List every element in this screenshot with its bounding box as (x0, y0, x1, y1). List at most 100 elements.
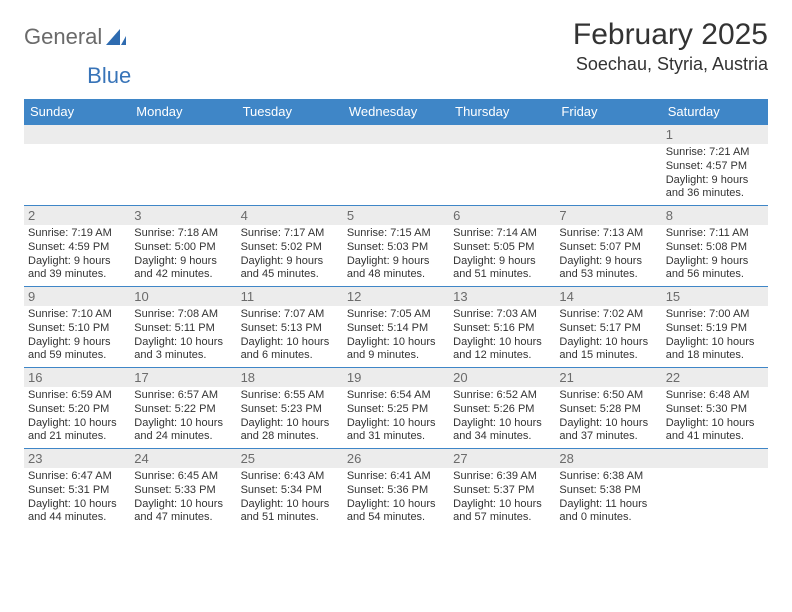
sunset-text: Sunset: 5:02 PM (241, 241, 339, 255)
sail-icon (106, 28, 126, 46)
weekday-tuesday: Tuesday (237, 99, 343, 124)
day-number: 3 (130, 206, 236, 225)
day-number (449, 125, 555, 144)
daylight-text: Daylight: 10 hours and 41 minutes. (666, 417, 764, 445)
daylight-text: Daylight: 10 hours and 3 minutes. (134, 336, 232, 364)
day-number (662, 449, 768, 468)
weekday-thursday: Thursday (449, 99, 555, 124)
day-number: 27 (449, 449, 555, 468)
sunrise-text: Sunrise: 7:17 AM (241, 227, 339, 241)
daylight-text: Daylight: 10 hours and 54 minutes. (347, 498, 445, 526)
sunset-text: Sunset: 5:25 PM (347, 403, 445, 417)
day-detail: Sunrise: 7:10 AMSunset: 5:10 PMDaylight:… (24, 306, 130, 367)
day-number: 24 (130, 449, 236, 468)
sunset-text: Sunset: 5:14 PM (347, 322, 445, 336)
sunset-text: Sunset: 4:57 PM (666, 160, 764, 174)
day-detail: Sunrise: 6:48 AMSunset: 5:30 PMDaylight:… (662, 387, 768, 448)
weekday-sunday: Sunday (24, 99, 130, 124)
day-detail: Sunrise: 7:14 AMSunset: 5:05 PMDaylight:… (449, 225, 555, 286)
sunrise-text: Sunrise: 7:13 AM (559, 227, 657, 241)
detail-row: Sunrise: 7:10 AMSunset: 5:10 PMDaylight:… (24, 306, 768, 367)
day-number: 12 (343, 287, 449, 306)
location-label: Soechau, Styria, Austria (573, 54, 768, 75)
day-number: 22 (662, 368, 768, 387)
day-number: 28 (555, 449, 661, 468)
sunrise-text: Sunrise: 6:38 AM (559, 470, 657, 484)
sunset-text: Sunset: 5:10 PM (28, 322, 126, 336)
weekday-header: Sunday Monday Tuesday Wednesday Thursday… (24, 99, 768, 124)
sunset-text: Sunset: 4:59 PM (28, 241, 126, 255)
day-detail: Sunrise: 6:38 AMSunset: 5:38 PMDaylight:… (555, 468, 661, 529)
daynum-row: 2345678 (24, 206, 768, 225)
sunrise-text: Sunrise: 7:21 AM (666, 146, 764, 160)
daylight-text: Daylight: 9 hours and 48 minutes. (347, 255, 445, 283)
sunrise-text: Sunrise: 6:47 AM (28, 470, 126, 484)
sunrise-text: Sunrise: 7:15 AM (347, 227, 445, 241)
daylight-text: Daylight: 10 hours and 57 minutes. (453, 498, 551, 526)
daylight-text: Daylight: 10 hours and 31 minutes. (347, 417, 445, 445)
sunrise-text: Sunrise: 6:48 AM (666, 389, 764, 403)
sunset-text: Sunset: 5:33 PM (134, 484, 232, 498)
day-number (555, 125, 661, 144)
day-number: 6 (449, 206, 555, 225)
sunrise-text: Sunrise: 7:18 AM (134, 227, 232, 241)
calendar-page: General February 2025 Soechau, Styria, A… (0, 0, 792, 529)
weekday-wednesday: Wednesday (343, 99, 449, 124)
sunrise-text: Sunrise: 6:57 AM (134, 389, 232, 403)
day-number: 4 (237, 206, 343, 225)
day-number: 9 (24, 287, 130, 306)
daylight-text: Daylight: 11 hours and 0 minutes. (559, 498, 657, 526)
sunrise-text: Sunrise: 7:00 AM (666, 308, 764, 322)
daylight-text: Daylight: 10 hours and 18 minutes. (666, 336, 764, 364)
sunset-text: Sunset: 5:17 PM (559, 322, 657, 336)
sunset-text: Sunset: 5:07 PM (559, 241, 657, 255)
logo-text-general: General (24, 24, 102, 50)
sunrise-text: Sunrise: 6:43 AM (241, 470, 339, 484)
daylight-text: Daylight: 10 hours and 37 minutes. (559, 417, 657, 445)
day-number: 19 (343, 368, 449, 387)
day-number: 18 (237, 368, 343, 387)
day-number: 20 (449, 368, 555, 387)
week-row: 9101112131415Sunrise: 7:10 AMSunset: 5:1… (24, 286, 768, 367)
sunrise-text: Sunrise: 6:41 AM (347, 470, 445, 484)
daynum-row: 9101112131415 (24, 287, 768, 306)
daylight-text: Daylight: 9 hours and 51 minutes. (453, 255, 551, 283)
day-detail: Sunrise: 6:39 AMSunset: 5:37 PMDaylight:… (449, 468, 555, 529)
day-detail (130, 144, 236, 205)
sunset-text: Sunset: 5:00 PM (134, 241, 232, 255)
week-row: 16171819202122Sunrise: 6:59 AMSunset: 5:… (24, 367, 768, 448)
day-number: 26 (343, 449, 449, 468)
day-detail: Sunrise: 7:08 AMSunset: 5:11 PMDaylight:… (130, 306, 236, 367)
day-number: 8 (662, 206, 768, 225)
day-detail: Sunrise: 7:19 AMSunset: 4:59 PMDaylight:… (24, 225, 130, 286)
sunset-text: Sunset: 5:05 PM (453, 241, 551, 255)
sunset-text: Sunset: 5:34 PM (241, 484, 339, 498)
sunset-text: Sunset: 5:26 PM (453, 403, 551, 417)
sunset-text: Sunset: 5:22 PM (134, 403, 232, 417)
sunset-text: Sunset: 5:20 PM (28, 403, 126, 417)
daylight-text: Daylight: 9 hours and 45 minutes. (241, 255, 339, 283)
daylight-text: Daylight: 9 hours and 36 minutes. (666, 174, 764, 202)
day-number: 7 (555, 206, 661, 225)
sunset-text: Sunset: 5:13 PM (241, 322, 339, 336)
week-row: 1Sunrise: 7:21 AMSunset: 4:57 PMDaylight… (24, 124, 768, 205)
day-detail: Sunrise: 7:18 AMSunset: 5:00 PMDaylight:… (130, 225, 236, 286)
sunrise-text: Sunrise: 6:55 AM (241, 389, 339, 403)
sunrise-text: Sunrise: 7:03 AM (453, 308, 551, 322)
day-detail: Sunrise: 7:11 AMSunset: 5:08 PMDaylight:… (662, 225, 768, 286)
weeks-container: 1Sunrise: 7:21 AMSunset: 4:57 PMDaylight… (24, 124, 768, 529)
day-detail (555, 144, 661, 205)
day-detail: Sunrise: 7:03 AMSunset: 5:16 PMDaylight:… (449, 306, 555, 367)
daylight-text: Daylight: 10 hours and 24 minutes. (134, 417, 232, 445)
day-number: 15 (662, 287, 768, 306)
sunrise-text: Sunrise: 7:07 AM (241, 308, 339, 322)
day-detail: Sunrise: 7:02 AMSunset: 5:17 PMDaylight:… (555, 306, 661, 367)
weekday-friday: Friday (555, 99, 661, 124)
day-detail: Sunrise: 6:45 AMSunset: 5:33 PMDaylight:… (130, 468, 236, 529)
sunset-text: Sunset: 5:16 PM (453, 322, 551, 336)
daylight-text: Daylight: 10 hours and 47 minutes. (134, 498, 232, 526)
detail-row: Sunrise: 6:47 AMSunset: 5:31 PMDaylight:… (24, 468, 768, 529)
day-detail: Sunrise: 6:52 AMSunset: 5:26 PMDaylight:… (449, 387, 555, 448)
daylight-text: Daylight: 10 hours and 21 minutes. (28, 417, 126, 445)
detail-row: Sunrise: 7:19 AMSunset: 4:59 PMDaylight:… (24, 225, 768, 286)
